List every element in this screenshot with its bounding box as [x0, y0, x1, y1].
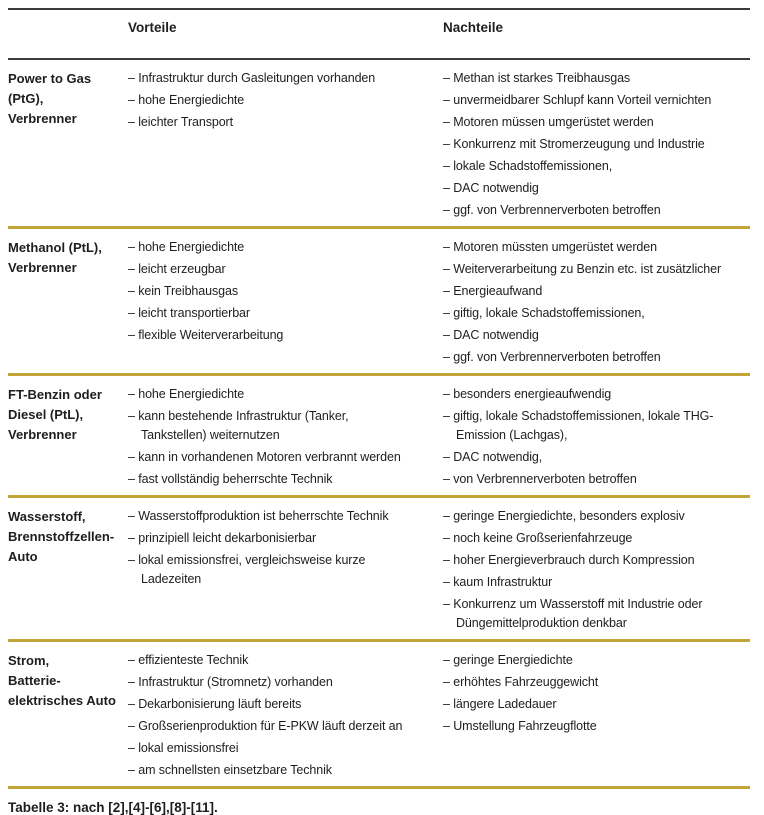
disadvantage-item: – Weiterverarbeitung zu Benzin etc. ist …: [443, 262, 722, 276]
disadvantage-item: – Umstellung Fahrzeugflotte: [443, 719, 597, 733]
advantage-item: – Großserienproduktion für E-PKW läuft d…: [128, 719, 403, 733]
row-label: Wasserstoff, Brennstoffzellen- Auto: [8, 509, 115, 564]
disadvantage-item: – kaum Infrastruktur: [443, 575, 553, 589]
disadvantage-item: – giftig, lokale Schadstoffemissionen, l…: [443, 409, 714, 442]
advantage-item: – Wasserstoffproduktion ist beherrschte …: [128, 509, 389, 523]
vorteile-cell: – hohe Energiedichte – kann bestehende In…: [128, 385, 443, 489]
advantage-item: – Dekarbonisierung läuft bereits: [128, 697, 302, 711]
disadvantage-item: – DAC notwendig: [443, 181, 539, 195]
advantage-item: – hohe Energiedichte: [128, 240, 245, 254]
disadvantage-item: – von Verbrennerverboten betroffen: [443, 472, 637, 486]
advantage-item: – leicht erzeugbar: [128, 262, 226, 276]
advantage-item: – leicht transportierbar: [128, 306, 250, 320]
advantage-item: – hohe Energiedichte: [128, 387, 245, 401]
vorteile-cell: – hohe Energiedichte – leicht erzeugbar – …: [128, 238, 443, 367]
disadvantage-item: – längere Ladedauer: [443, 697, 557, 711]
advantage-item: – kein Treibhausgas: [128, 284, 238, 298]
table-row: Strom, Batterie- elektrisches Auto – effi…: [8, 642, 750, 789]
nachteile-cell: – besonders energieaufwendig – giftig, lo…: [443, 385, 750, 489]
table-row: Wasserstoff, Brennstoffzellen- Auto – Was…: [8, 498, 750, 642]
advantage-item: – leichter Transport: [128, 115, 233, 129]
advantage-item: – kann in vorhandenen Motoren verbrannt …: [128, 450, 401, 464]
disadvantage-item: – geringe Energiedichte: [443, 653, 573, 667]
disadvantage-item: – noch keine Großserienfahrzeuge: [443, 531, 633, 545]
disadvantage-item: – Konkurrenz um Wasserstoff mit Industri…: [443, 597, 703, 630]
header-nachteile: Nachteile: [443, 20, 504, 35]
advantage-item: – kann bestehende Infrastruktur (Tanker,…: [128, 409, 349, 442]
advantage-item: – flexible Weiterverarbeitung: [128, 328, 284, 342]
advantage-item: – lokal emissionsfrei: [128, 741, 239, 755]
vorteile-cell: – Wasserstoffproduktion ist beherrschte …: [128, 507, 443, 633]
disadvantage-item: – ggf. von Verbrennerverboten betroffen: [443, 350, 661, 364]
row-label: FT-Benzin oder Diesel (PtL), Verbrenner: [8, 387, 102, 442]
disadvantage-item: – lokale Schadstoffemissionen,: [443, 159, 613, 173]
disadvantage-item: – giftig, lokale Schadstoffemissionen,: [443, 306, 645, 320]
disadvantage-item: – DAC notwendig: [443, 328, 539, 342]
advantage-item: – Infrastruktur durch Gasleitungen vorha…: [128, 71, 376, 85]
table-caption: Tabelle 3: nach [2],[4]-[6],[8]-[11].: [8, 800, 218, 815]
disadvantage-item: – Energieaufwand: [443, 284, 543, 298]
advantage-item: – lokal emissionsfrei, vergleichsweise k…: [128, 553, 366, 586]
advantage-item: – hohe Energiedichte: [128, 93, 245, 107]
disadvantage-item: – hoher Energieverbrauch durch Kompressi…: [443, 553, 695, 567]
disadvantage-item: – Motoren müssen umgerüstet werden: [443, 115, 654, 129]
disadvantage-item: – unvermeidbarer Schlupf kann Vorteil ve…: [443, 93, 712, 107]
disadvantage-item: – ggf. von Verbrennerverboten betroffen: [443, 203, 661, 217]
disadvantage-item: – erhöhtes Fahrzeuggewicht: [443, 675, 599, 689]
row-label: Methanol (PtL), Verbrenner: [8, 240, 102, 275]
advantage-item: – Infrastruktur (Stromnetz) vorhanden: [128, 675, 333, 689]
vorteile-cell: – Infrastruktur durch Gasleitungen vorha…: [128, 69, 443, 220]
disadvantage-item: – DAC notwendig,: [443, 450, 543, 464]
table-row: FT-Benzin oder Diesel (PtL), Verbrenner –…: [8, 376, 750, 498]
disadvantage-item: – besonders energieaufwendig: [443, 387, 612, 401]
row-label: Strom, Batterie- elektrisches Auto: [8, 653, 116, 708]
disadvantage-item: – Methan ist starkes Treibhausgas: [443, 71, 631, 85]
nachteile-cell: – Methan ist starkes Treibhausgas – unver…: [443, 69, 750, 220]
nachteile-cell: – geringe Energiedichte – erhöhtes Fahrze…: [443, 651, 750, 780]
table-row: Methanol (PtL), Verbrenner – hohe Energie…: [8, 229, 750, 376]
disadvantage-item: – geringe Energiedichte, besonders explo…: [443, 509, 685, 523]
advantage-item: – prinzipiell leicht dekarbonisierbar: [128, 531, 317, 545]
advantage-item: – fast vollständig beherrschte Technik: [128, 472, 333, 486]
table-row: Power to Gas (PtG), Verbrenner – Infrastr…: [8, 60, 750, 229]
table-header-row: Vorteile Nachteile: [8, 10, 750, 60]
header-empty-cell: [8, 19, 128, 58]
vorteile-cell: – effizienteste Technik – Infrastruktur (…: [128, 651, 443, 780]
table-body: Power to Gas (PtG), Verbrenner – Infrastr…: [8, 60, 750, 789]
row-label: Power to Gas (PtG), Verbrenner: [8, 71, 92, 126]
advantage-item: – effizienteste Technik: [128, 653, 249, 667]
header-vorteile: Vorteile: [128, 20, 177, 35]
nachteile-cell: – geringe Energiedichte, besonders explo…: [443, 507, 750, 633]
disadvantage-item: – Motoren müssten umgerüstet werden: [443, 240, 657, 254]
disadvantage-item: – Konkurrenz mit Stromerzeugung und Indu…: [443, 137, 705, 151]
advantage-item: – am schnellsten einsetzbare Technik: [128, 763, 332, 777]
comparison-table: Vorteile Nachteile Power to Gas (PtG), V…: [8, 8, 750, 789]
nachteile-cell: – Motoren müssten umgerüstet werden – Wei…: [443, 238, 750, 367]
